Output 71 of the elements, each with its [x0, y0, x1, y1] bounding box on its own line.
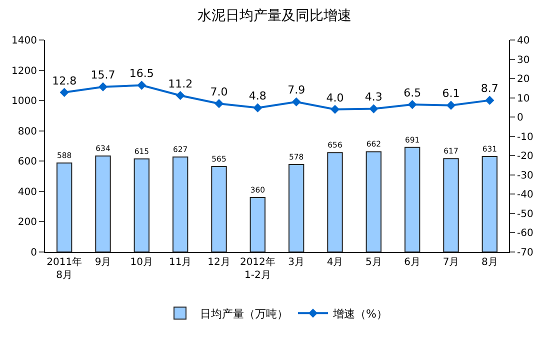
data-label: 11.2 — [168, 77, 193, 90]
x-tick-label: 7月 — [442, 257, 460, 268]
data-label: 7.0 — [210, 85, 228, 98]
y-tick-label: 1000 — [12, 96, 37, 108]
data-label: 16.5 — [129, 67, 154, 80]
y2-tick-label: 30 — [517, 54, 530, 66]
data-label: 4.3 — [364, 90, 382, 104]
point — [98, 82, 108, 92]
point — [330, 104, 340, 114]
bar — [443, 158, 459, 252]
x-tick-label: 12月 — [208, 257, 230, 268]
bar — [366, 151, 382, 252]
y-tick-label: 400 — [18, 186, 37, 198]
y2-tick-label: 20 — [517, 74, 530, 86]
x-tick-label: 2012年 1-2月 — [240, 256, 276, 281]
bar — [482, 156, 498, 252]
data-label: 4.8 — [248, 90, 266, 103]
y2-tick-label: -50 — [517, 208, 534, 220]
data-label: 4.0 — [326, 91, 344, 104]
y2-tick-label: -10 — [517, 132, 534, 143]
data-label: 15.7 — [90, 68, 116, 82]
bar — [56, 162, 72, 252]
point — [253, 103, 262, 112]
y2-tick-label: -30 — [517, 170, 534, 182]
y2-tick-label: 0 — [517, 112, 524, 124]
x-tick-label: 5月 — [365, 257, 382, 268]
data-label: 7.9 — [288, 84, 306, 97]
y2-tick-label: 40 — [517, 36, 530, 46]
y-tick-label: 200 — [18, 217, 37, 228]
point — [60, 88, 69, 97]
y2-tick-label: -70 — [517, 248, 534, 258]
y2-tick-label: -60 — [517, 228, 534, 240]
y-tick-label: 1400 — [12, 36, 37, 46]
bar — [404, 146, 420, 252]
point — [292, 97, 301, 106]
y-tick-label: 1200 — [12, 66, 37, 77]
bar — [134, 158, 150, 252]
data-label: 6.1 — [442, 87, 460, 100]
x-tick-label: 8月 — [481, 257, 498, 268]
x-tick-label: 10月 — [130, 257, 154, 268]
point — [485, 96, 494, 105]
point — [369, 104, 378, 114]
point — [176, 90, 185, 100]
y-tick-label: 0 — [30, 248, 37, 258]
x-tick-label: 6月 — [404, 257, 421, 268]
point — [408, 100, 417, 110]
chart-title: 水泥日均产量及同比增速 — [198, 8, 352, 24]
bar — [95, 155, 111, 252]
y-tick-label: 800 — [18, 126, 37, 138]
data-label: 8.7 — [480, 82, 498, 96]
bar — [327, 152, 343, 252]
point — [446, 100, 456, 110]
bar — [211, 166, 227, 252]
x-tick-label: 3月 — [288, 257, 305, 268]
legend-label: 增速（%） — [332, 307, 388, 320]
bar — [250, 196, 266, 252]
data-label: 6.5 — [404, 86, 422, 100]
bar — [172, 156, 188, 252]
data-label: 12.8 — [52, 74, 77, 88]
legend-label: 日均产量（万吨） — [200, 307, 288, 320]
y2-tick-label: -40 — [517, 190, 534, 201]
point — [137, 80, 146, 90]
y2-tick-label: 10 — [517, 93, 530, 104]
point — [214, 99, 224, 108]
x-tick-label: 11月 — [168, 257, 192, 268]
y-tick-label: 600 — [18, 156, 37, 168]
bar — [288, 164, 304, 252]
x-tick-label: 9月 — [94, 257, 112, 268]
x-tick-label: 2011年 8月 — [46, 256, 82, 281]
x-tick-label: 4月 — [326, 257, 344, 268]
y2-tick-label: -20 — [517, 151, 534, 162]
